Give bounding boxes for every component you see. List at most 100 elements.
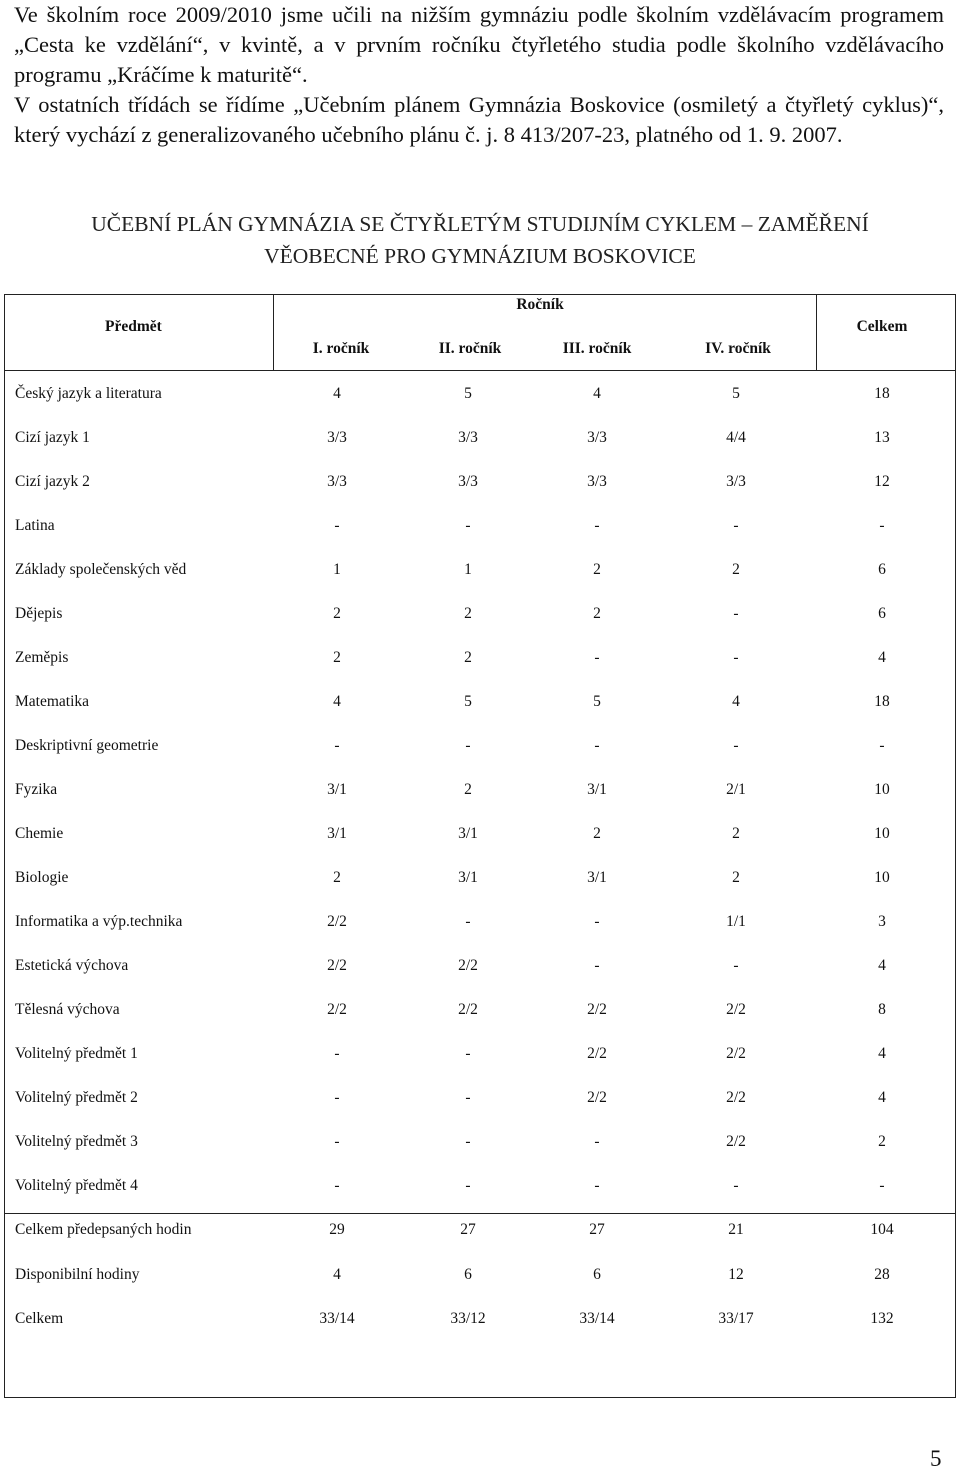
header-year-group: Ročník bbox=[516, 296, 564, 313]
rows-total: 4 bbox=[878, 1089, 886, 1106]
rows-total: 6 bbox=[878, 561, 886, 578]
rows-cell-year-4: 2 bbox=[732, 561, 740, 578]
rows-cell-year-3: 2 bbox=[593, 561, 601, 578]
rows-cell-year-3: - bbox=[594, 737, 600, 754]
rows-total: 10 bbox=[874, 869, 890, 886]
rows-cell-year-3: - bbox=[594, 1133, 600, 1150]
summary-cell-year-2: 27 bbox=[460, 1221, 476, 1238]
rows-cell-year-2: 3/1 bbox=[458, 825, 478, 842]
summary-cell-year-2: 6 bbox=[464, 1265, 472, 1283]
rows-total: 4 bbox=[878, 649, 886, 666]
rows-cell-year-1: - bbox=[334, 1089, 340, 1106]
rows-cell-year-2: - bbox=[465, 1133, 471, 1150]
summary-cell-year-1: 29 bbox=[329, 1221, 345, 1238]
rows-subject: Dějepis bbox=[15, 605, 63, 622]
rows-total: - bbox=[879, 1177, 885, 1194]
rows-cell-year-4: 2 bbox=[732, 825, 740, 842]
rows-subject: Základy společenských věd bbox=[15, 561, 187, 578]
summary-divider bbox=[5, 1213, 955, 1214]
rows-cell-year-4: 1/1 bbox=[726, 913, 746, 930]
rows-subject: Estetická výchova bbox=[15, 957, 129, 974]
rows-total: 2 bbox=[878, 1133, 886, 1150]
header-year-2: II. ročník bbox=[438, 340, 502, 357]
rows-total: 18 bbox=[874, 385, 890, 402]
summary-cell-year-3: 27 bbox=[589, 1221, 605, 1238]
rows-cell-year-1: 2/2 bbox=[327, 957, 347, 974]
rows-total: 12 bbox=[874, 473, 890, 490]
rows-total: 10 bbox=[874, 781, 890, 798]
rows-cell-year-3: 3/3 bbox=[587, 429, 607, 446]
rows-cell-year-4: - bbox=[733, 605, 739, 622]
rows-cell-year-1: 4 bbox=[333, 693, 341, 710]
rows-cell-year-4: 5 bbox=[732, 385, 740, 402]
rows-cell-year-4: 2/2 bbox=[726, 1001, 746, 1018]
rows-subject: Zeměpis bbox=[15, 649, 69, 666]
header-subject: Předmět bbox=[105, 318, 162, 335]
rows-cell-year-4: 2/2 bbox=[726, 1133, 746, 1150]
rows-cell-year-1: - bbox=[334, 1133, 340, 1150]
rows-cell-year-1: - bbox=[334, 1045, 340, 1062]
rows-cell-year-2: 5 bbox=[464, 693, 472, 710]
summary-total: 104 bbox=[870, 1221, 894, 1238]
rows-cell-year-1: - bbox=[334, 1177, 340, 1194]
rows-subject: Matematika bbox=[15, 693, 90, 710]
summary-cell-year-4: 12 bbox=[728, 1265, 744, 1283]
rows-cell-year-2: 2/2 bbox=[458, 957, 478, 974]
summary-cell-year-4: 33/17 bbox=[718, 1310, 754, 1327]
rows-cell-year-1: 3/3 bbox=[327, 473, 347, 490]
rows-cell-year-3: 2/2 bbox=[587, 1001, 607, 1018]
summary-cell-year-3: 33/14 bbox=[579, 1310, 615, 1327]
rows-cell-year-3: - bbox=[594, 1177, 600, 1194]
rows-total: - bbox=[879, 737, 885, 754]
summary-cell-year-1: 4 bbox=[333, 1265, 341, 1283]
rows-cell-year-4: 3/3 bbox=[726, 473, 746, 490]
rows-cell-year-2: 1 bbox=[464, 561, 472, 578]
rows-cell-year-3: 2 bbox=[593, 825, 601, 842]
rows-subject: Informatika a výp.technika bbox=[15, 913, 183, 930]
rows-cell-year-2: - bbox=[465, 517, 471, 534]
header-column-divider bbox=[273, 295, 274, 370]
rows-cell-year-2: 2 bbox=[464, 649, 472, 666]
rows-cell-year-2: 2 bbox=[464, 605, 472, 622]
rows-total: 13 bbox=[874, 429, 890, 446]
rows-cell-year-1: - bbox=[334, 517, 340, 534]
table-heading-line-1: UČEBNÍ PLÁN GYMNÁZIA SE ČTYŘLETÝM STUDIJ… bbox=[91, 212, 869, 236]
header-divider bbox=[5, 370, 955, 371]
rows-total: 10 bbox=[874, 825, 890, 842]
summary-cell-year-2: 33/12 bbox=[450, 1310, 486, 1327]
rows-cell-year-1: - bbox=[334, 737, 340, 754]
rows-cell-year-4: 4/4 bbox=[726, 429, 746, 446]
rows-cell-year-3: - bbox=[594, 957, 600, 974]
rows-cell-year-3: - bbox=[594, 517, 600, 534]
rows-subject: Deskriptivní geometrie bbox=[15, 737, 159, 754]
table-heading-line-2: VĚOBECNÉ PRO GYMNÁZIUM BOSKOVICE bbox=[264, 244, 696, 268]
rows-subject: Volitelný předmět 3 bbox=[15, 1133, 138, 1150]
rows-subject: Cizí jazyk 1 bbox=[15, 429, 90, 446]
summary-subject: Celkem předepsaných hodin bbox=[15, 1221, 192, 1238]
rows-cell-year-2: 3/3 bbox=[458, 473, 478, 490]
rows-cell-year-3: 2/2 bbox=[587, 1045, 607, 1062]
rows-cell-year-4: 4 bbox=[732, 693, 740, 710]
rows-cell-year-2: - bbox=[465, 1089, 471, 1106]
summary-total: 132 bbox=[870, 1310, 894, 1327]
rows-cell-year-1: 2 bbox=[333, 605, 341, 622]
header-total: Celkem bbox=[856, 318, 908, 335]
rows-cell-year-1: 2 bbox=[333, 869, 341, 886]
rows-cell-year-4: - bbox=[733, 957, 739, 974]
header-year-4: IV. ročník bbox=[705, 340, 771, 357]
rows-subject: Chemie bbox=[15, 825, 64, 842]
rows-cell-year-3: 3/3 bbox=[587, 473, 607, 490]
rows-cell-year-3: 3/1 bbox=[587, 869, 607, 886]
rows-cell-year-1: 3/1 bbox=[327, 825, 347, 842]
intro-text: Ve školním roce 2009/2010 jsme učili na … bbox=[14, 0, 944, 150]
rows-cell-year-2: - bbox=[465, 913, 471, 930]
header-year-3: III. ročník bbox=[562, 340, 632, 357]
intro-paragraph-1: Ve školním roce 2009/2010 jsme učili na … bbox=[14, 2, 944, 87]
rows-cell-year-1: 3/1 bbox=[327, 781, 347, 798]
summary-cell-year-3: 6 bbox=[593, 1265, 601, 1283]
rows-cell-year-4: - bbox=[733, 649, 739, 666]
rows-cell-year-2: 3/3 bbox=[458, 429, 478, 446]
rows-subject: Český jazyk a literatura bbox=[15, 385, 162, 402]
summary-subject: Disponibilní hodiny bbox=[15, 1265, 140, 1283]
summary-subject: Celkem bbox=[15, 1310, 64, 1327]
